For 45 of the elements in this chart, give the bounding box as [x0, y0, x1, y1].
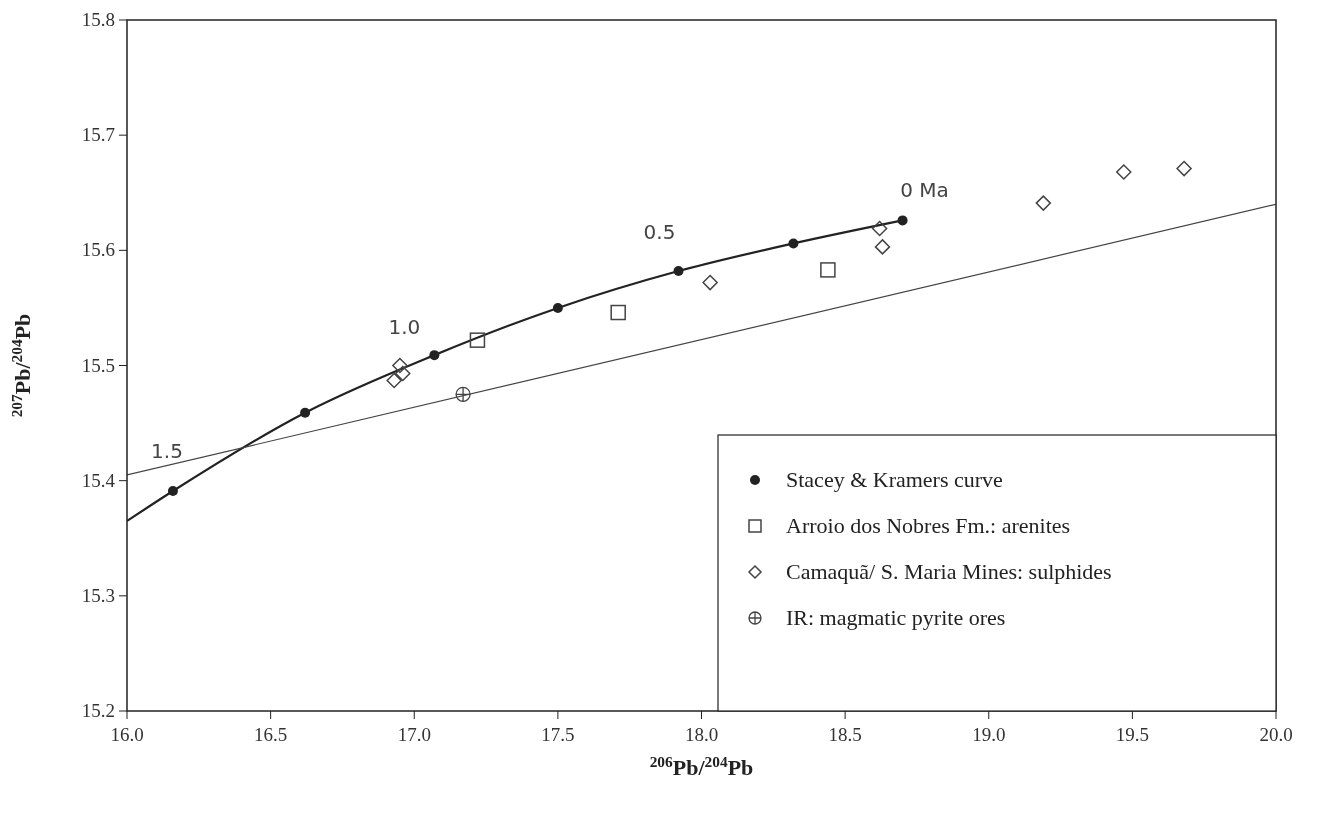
y-tick-label: 15.7: [81, 124, 115, 146]
y-tick-label: 15.2: [81, 700, 115, 721]
x-tick-label: 19.0: [972, 724, 1006, 745]
annotation: 0.5: [643, 220, 676, 245]
point: [673, 266, 684, 277]
annotation: 1.0: [388, 315, 421, 340]
point: [392, 357, 408, 374]
x-tick-label: 17.5: [541, 724, 575, 745]
x-tick-label: 19.5: [1115, 724, 1149, 745]
point: [455, 386, 471, 402]
point: [871, 220, 888, 237]
point: [820, 262, 836, 278]
y-tick-label: 15.3: [81, 584, 115, 606]
legend-label: Stacey & Kramers curve: [786, 467, 1003, 492]
point: [1176, 160, 1192, 177]
legend-label: Camaquã/ S. Maria Mines: sulphides: [786, 559, 1112, 584]
point: [300, 407, 311, 418]
point: [1116, 164, 1132, 180]
x-tick-label: 16.0: [110, 724, 144, 745]
y-tick-label: 15.4: [81, 469, 116, 491]
point: [167, 486, 178, 497]
annotation: 0 Ma: [900, 178, 949, 203]
x-tick-label: 18.0: [684, 724, 719, 745]
point: [1035, 195, 1052, 211]
annotation: 1.5: [151, 439, 183, 464]
point: [429, 350, 440, 361]
point: [469, 332, 486, 348]
y-tick-label: 15.6: [81, 239, 115, 261]
legend-label: Arroio dos Nobres Fm.: arenites: [786, 513, 1071, 538]
y-tick-label: 15.5: [81, 354, 115, 376]
point: [788, 238, 799, 249]
point: [395, 365, 411, 382]
point: [897, 215, 908, 226]
y-tick-label: 15.8: [81, 9, 115, 30]
x-tick-label: 20.0: [1259, 724, 1293, 745]
x-tick-label: 18.5: [828, 724, 862, 745]
point: [552, 302, 563, 313]
point: [610, 304, 626, 321]
x-axis-title: $^{206}$Pb/$^{204}$Pb: [649, 752, 754, 780]
point: [874, 239, 891, 255]
point: [386, 372, 402, 389]
legend-label: IR: magmatic pyrite ores: [786, 605, 1006, 630]
point: [702, 274, 718, 291]
x-tick-label: 17.0: [397, 724, 431, 745]
x-tick-label: 16.5: [254, 724, 288, 745]
